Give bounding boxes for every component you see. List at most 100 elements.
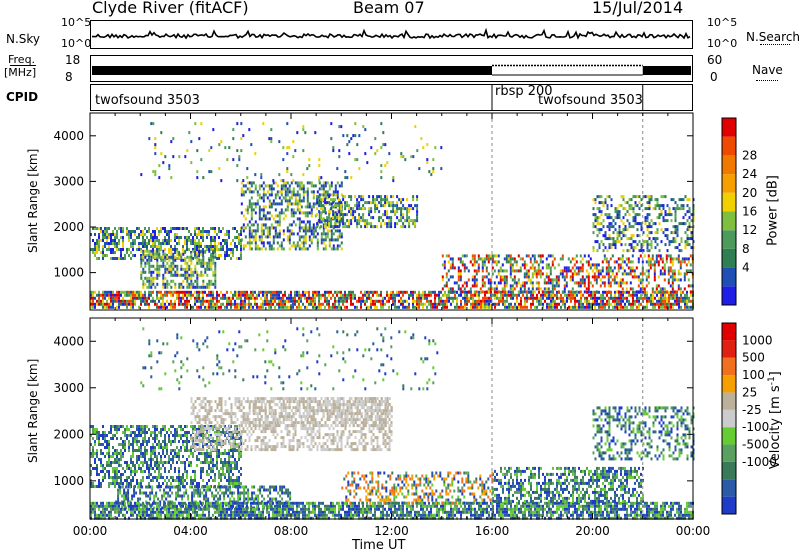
echo-cell <box>678 305 680 309</box>
echo-cell <box>306 199 309 203</box>
echo-cell <box>296 184 299 188</box>
echo-cell <box>677 272 680 276</box>
echo-cell <box>546 302 548 306</box>
echo-cell <box>618 299 620 303</box>
echo-cell <box>404 158 407 162</box>
echo-cell <box>300 199 303 203</box>
echo-cell <box>142 279 145 283</box>
echo-cell <box>487 281 490 285</box>
echo-cell <box>567 290 570 294</box>
echo-cell <box>156 273 159 277</box>
echo-cell <box>406 213 409 217</box>
echo-cell <box>316 247 319 251</box>
echo-cell <box>577 284 580 288</box>
echo-cell <box>326 201 329 205</box>
echo-cell <box>154 249 157 253</box>
echo-cell <box>150 290 152 294</box>
echo-cell <box>598 207 601 211</box>
colorbar-segment <box>722 248 736 268</box>
echo-cell <box>532 293 534 297</box>
echo-cell <box>240 293 242 297</box>
echo-cell <box>270 140 273 144</box>
echo-cell <box>278 290 280 294</box>
echo-cell <box>274 226 277 230</box>
echo-cell <box>96 431 98 434</box>
echo-cell <box>605 260 608 264</box>
echo-cell <box>620 204 623 208</box>
echo-cell <box>270 290 272 294</box>
echo-cell <box>100 434 102 437</box>
echo-cell <box>124 257 126 260</box>
echo-cell <box>246 296 248 300</box>
echo-cell <box>400 219 403 223</box>
echo-cell <box>280 193 283 197</box>
echo-cell <box>447 254 450 258</box>
echo-cell <box>308 223 311 227</box>
echo-cell <box>138 233 140 236</box>
echo-cell <box>136 437 138 440</box>
echo-cell <box>646 219 649 223</box>
echo-cell <box>152 242 154 245</box>
echo-cell <box>160 245 162 248</box>
echo-cell <box>132 230 134 233</box>
echo-cell <box>334 187 337 191</box>
echo-cell <box>274 220 277 224</box>
echo-cell <box>224 293 226 297</box>
echo-cell <box>386 201 389 205</box>
echo-cell <box>278 223 281 227</box>
echo-cell <box>114 461 116 464</box>
echo-cell <box>136 449 138 452</box>
echo-cell <box>102 236 104 239</box>
echo-cell <box>618 234 621 238</box>
echo-cell <box>302 238 305 242</box>
echo-cell <box>148 285 151 289</box>
echo-cell <box>358 213 361 217</box>
echo-cell <box>104 437 106 440</box>
echo-cell <box>104 455 106 458</box>
echo-cell <box>618 210 621 214</box>
echo-cell <box>292 241 295 245</box>
echo-cell <box>346 219 349 223</box>
echo-cell <box>320 207 323 211</box>
echo-cell <box>445 284 448 288</box>
echo-cell <box>184 431 186 434</box>
echo-cell <box>627 257 630 261</box>
echo-cell <box>608 243 611 247</box>
echo-cell <box>684 299 686 303</box>
echo-cell <box>122 257 124 260</box>
echo-cell <box>440 167 443 171</box>
echo-cell <box>374 302 376 306</box>
colorbar-tick-label: 28 <box>742 148 757 162</box>
echo-cell <box>400 198 403 202</box>
echo-cell <box>634 299 636 303</box>
echo-cell <box>450 302 452 306</box>
echo-cell <box>186 440 188 443</box>
echo-cell <box>563 269 566 273</box>
echo-cell <box>108 305 110 309</box>
echo-cell <box>274 305 276 309</box>
echo-cell <box>282 296 284 300</box>
echo-cell <box>653 278 656 282</box>
echo-cell <box>196 293 198 297</box>
echo-cell <box>170 305 172 309</box>
echo-cell <box>278 296 280 300</box>
echo-cell <box>376 195 379 199</box>
echo-cell <box>348 195 351 199</box>
echo-cell <box>276 247 279 251</box>
echo-cell <box>210 261 213 265</box>
echo-cell <box>150 299 152 303</box>
echo-cell <box>234 299 236 303</box>
echo-cell <box>186 437 188 440</box>
echo-cell <box>686 204 689 208</box>
echo-cell <box>594 219 597 223</box>
echo-cell <box>292 244 295 248</box>
echo-cell <box>170 443 172 446</box>
echo-cell <box>441 254 444 258</box>
echo-cell <box>228 233 230 236</box>
echo-cell <box>340 247 343 251</box>
echo-cell <box>477 254 480 258</box>
echo-cell <box>162 242 164 245</box>
echo-cell <box>156 267 159 271</box>
echo-cell <box>684 296 686 300</box>
echo-cell <box>190 273 193 277</box>
